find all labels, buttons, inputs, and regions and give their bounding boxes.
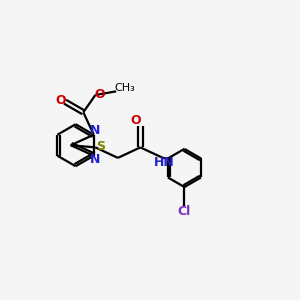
- Text: O: O: [55, 94, 66, 107]
- Text: CH₃: CH₃: [114, 82, 135, 92]
- Text: N: N: [89, 124, 100, 137]
- Text: S: S: [96, 140, 105, 153]
- Text: Cl: Cl: [178, 205, 191, 218]
- Text: O: O: [95, 88, 106, 100]
- Text: N: N: [89, 153, 100, 166]
- Text: O: O: [130, 114, 141, 127]
- Text: HN: HN: [153, 156, 174, 169]
